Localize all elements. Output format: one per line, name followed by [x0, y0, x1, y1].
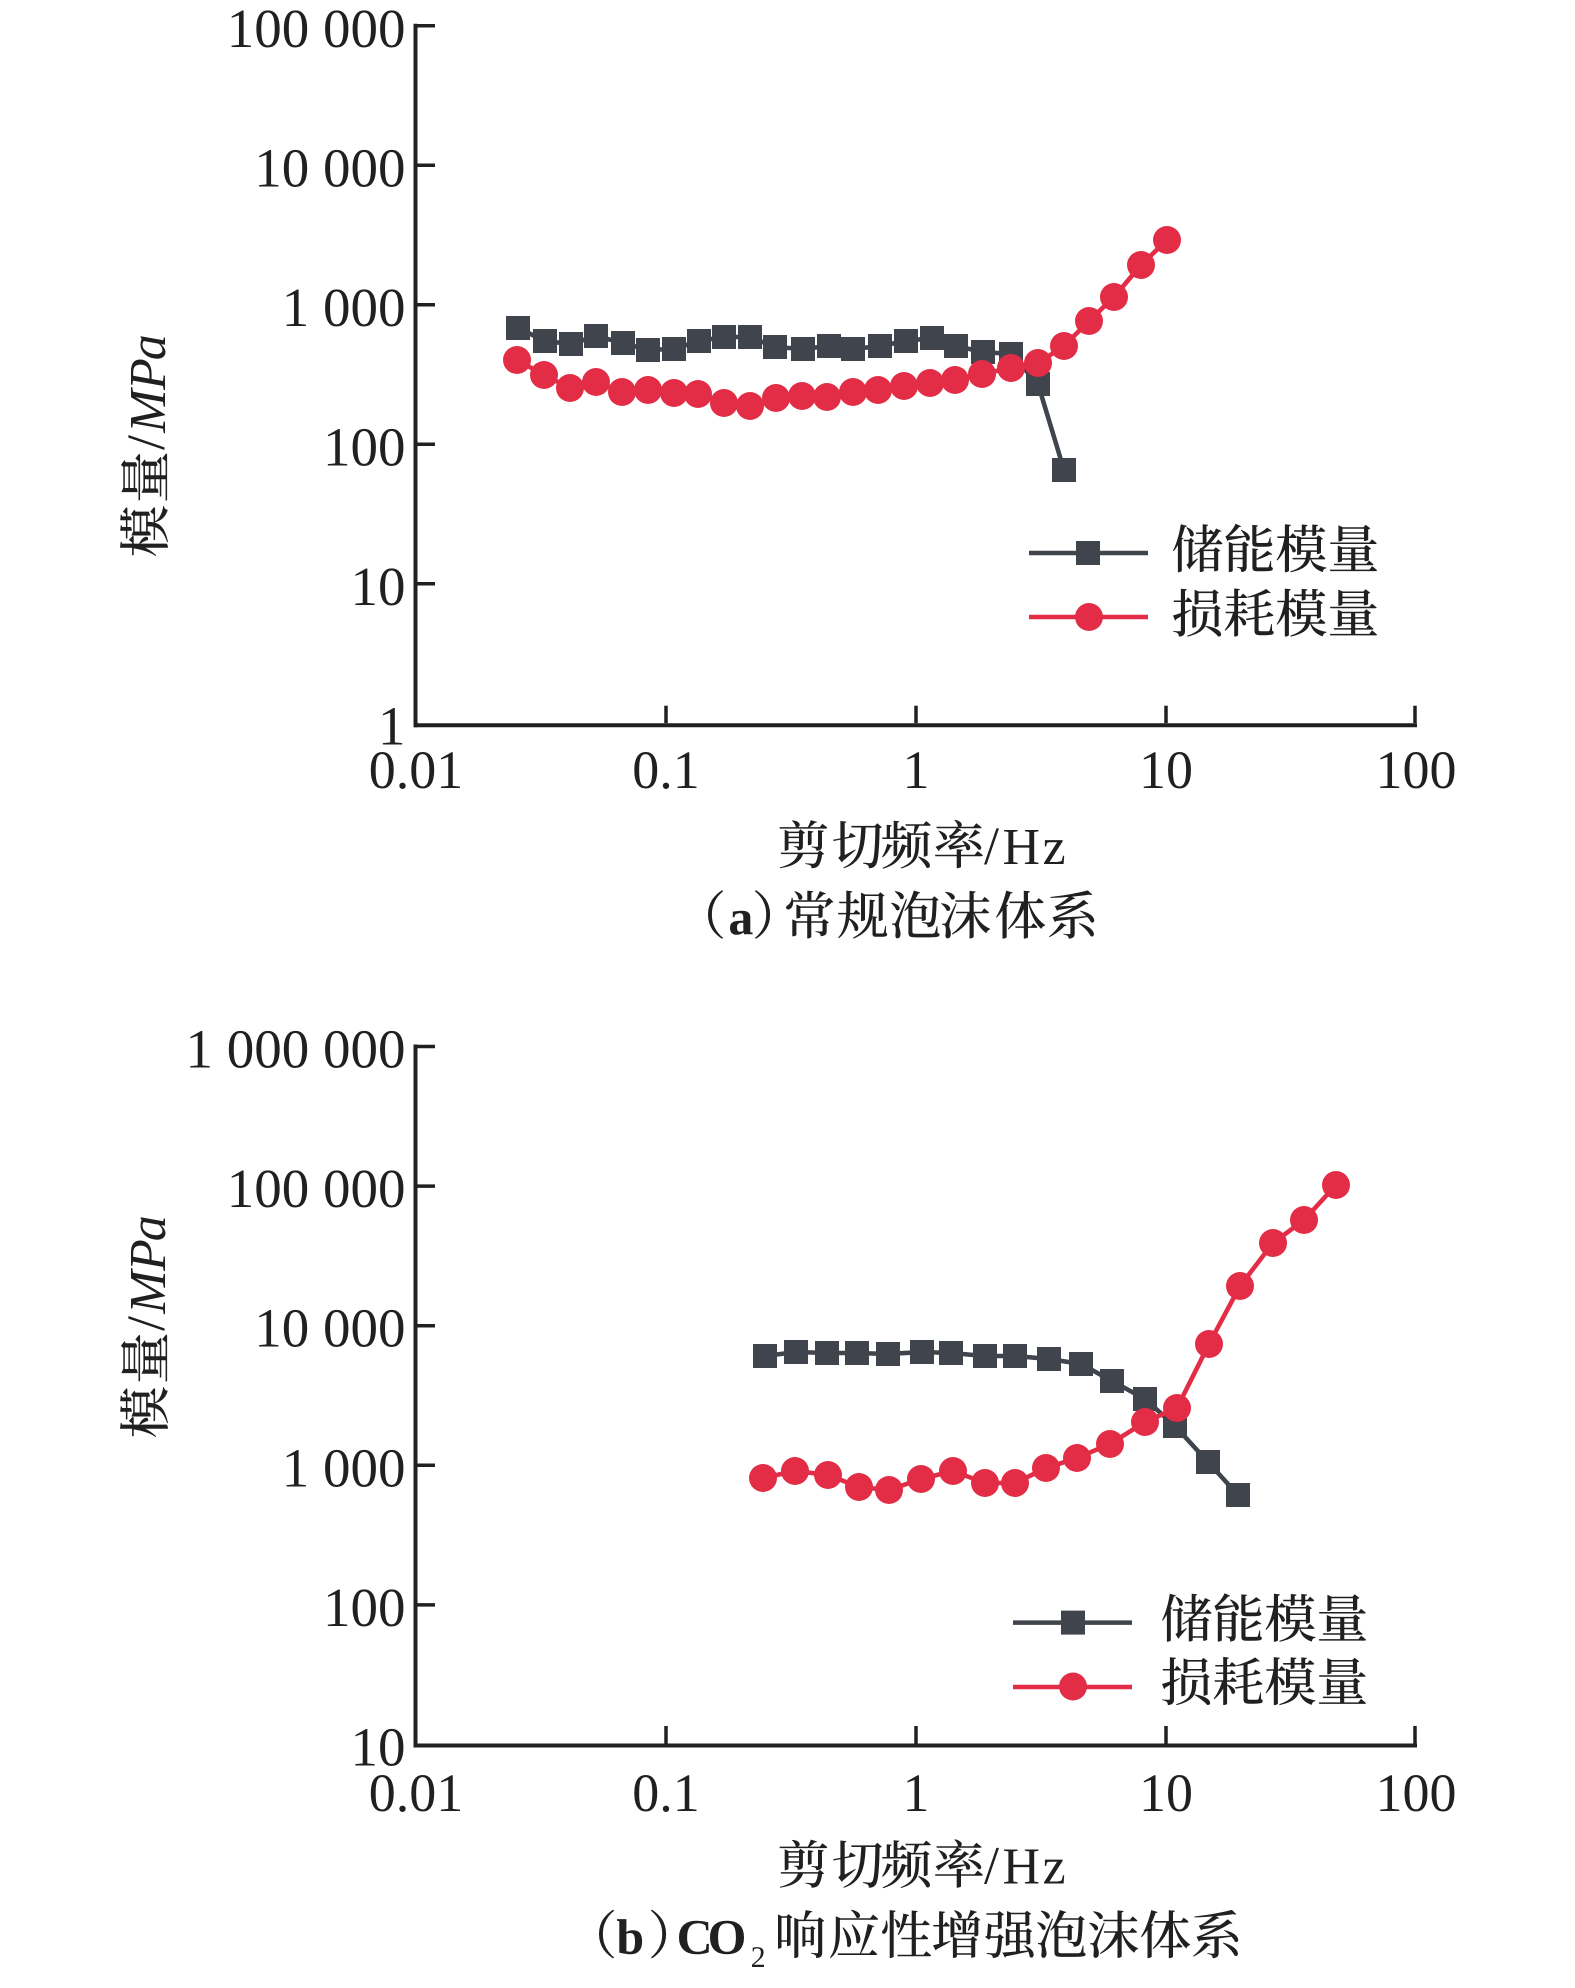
- svg-text:100: 100: [323, 1577, 406, 1638]
- svg-text:1 000: 1 000: [282, 1437, 406, 1498]
- svg-text:10: 10: [351, 1717, 406, 1778]
- svg-text:0.01: 0.01: [369, 740, 464, 800]
- svg-text:10 000: 10 000: [254, 1298, 405, 1359]
- svg-text:10: 10: [1139, 1763, 1193, 1823]
- svg-text:0.1: 0.1: [632, 740, 700, 800]
- svg-text:1: 1: [903, 1763, 930, 1823]
- svg-text:10: 10: [1139, 740, 1193, 800]
- svg-text:1: 1: [378, 695, 406, 756]
- svg-text:100: 100: [323, 416, 406, 477]
- svg-text:100: 100: [1376, 740, 1457, 800]
- svg-text:0.01: 0.01: [369, 1763, 464, 1823]
- svg-text:1 000: 1 000: [282, 277, 406, 338]
- svg-text:100: 100: [1376, 1763, 1457, 1823]
- svg-text:1 000 000: 1 000 000: [186, 1019, 406, 1080]
- svg-text:10: 10: [351, 556, 406, 617]
- svg-text:1: 1: [903, 740, 930, 800]
- svg-text:100 000: 100 000: [227, 0, 406, 59]
- svg-text:0.1: 0.1: [632, 1763, 700, 1823]
- svg-text:10 000: 10 000: [254, 137, 405, 198]
- svg-text:100 000: 100 000: [227, 1158, 406, 1219]
